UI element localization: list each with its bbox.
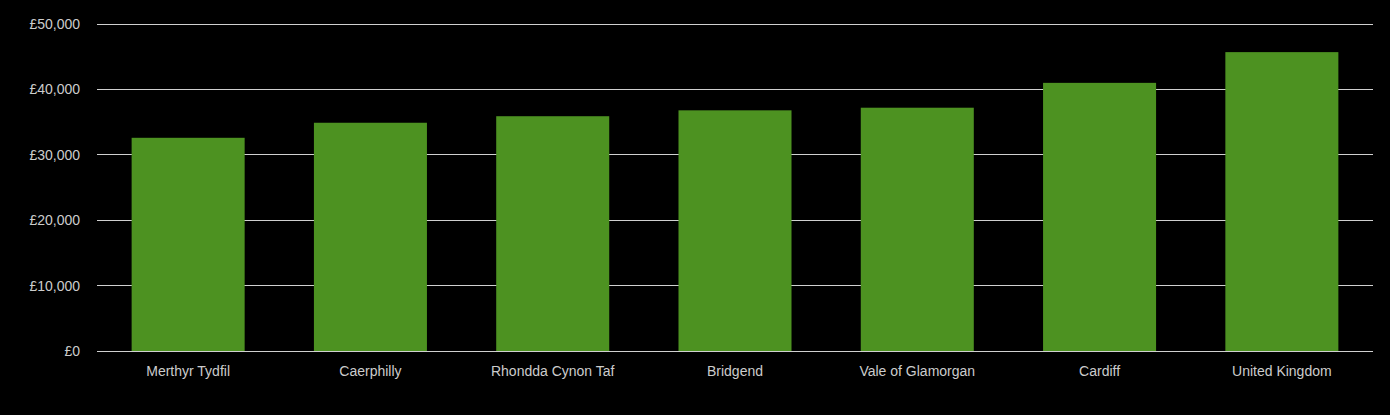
grid (97, 24, 1373, 351)
bar (132, 138, 245, 351)
x-tick-label: Rhondda Cynon Taf (491, 363, 615, 379)
bar (1225, 52, 1338, 351)
y-tick-label: £50,000 (29, 16, 80, 32)
x-tick-label: Merthyr Tydfil (146, 363, 230, 379)
y-tick-label: £30,000 (29, 147, 80, 163)
background (0, 0, 1390, 415)
bar (861, 108, 974, 351)
x-tick-label: Caerphilly (339, 363, 401, 379)
bar (496, 116, 609, 351)
x-tick-label: Cardiff (1079, 363, 1120, 379)
grid-line (97, 24, 1373, 25)
x-tick-label: United Kingdom (1232, 363, 1332, 379)
y-tick-label: £0 (64, 343, 80, 359)
chart-container: £0 £10,000 £20,000 £30,000 £40,000 £50,000 Mer… (0, 0, 1390, 415)
x-tick-label: Bridgend (707, 363, 763, 379)
y-tick-label: £40,000 (29, 81, 80, 97)
bars (132, 52, 1339, 351)
bar (314, 123, 427, 351)
chart: £0 £10,000 £20,000 £30,000 £40,000 £50,000 Mer… (0, 0, 1390, 415)
y-tick-label: £10,000 (29, 278, 80, 294)
bar (678, 110, 791, 351)
grid-line (97, 89, 1373, 90)
y-axis (97, 24, 98, 351)
y-tick-label: £20,000 (29, 212, 80, 228)
x-tick-label: Vale of Glamorgan (859, 363, 975, 379)
bar (1043, 83, 1156, 351)
